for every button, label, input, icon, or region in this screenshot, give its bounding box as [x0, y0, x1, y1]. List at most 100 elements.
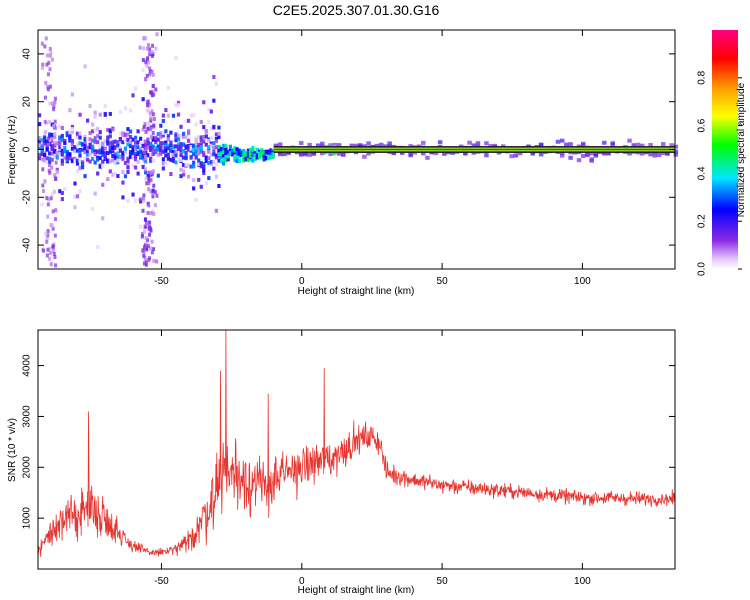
spectrogram-cell: [58, 189, 62, 194]
spectrogram-cell: [123, 161, 128, 166]
spectrogram-cell: [156, 173, 160, 178]
colorbar: 0.0 0.2 0.4 0.6 0.8 Normalized spectral ampl…: [697, 30, 747, 276]
spectrogram-cell: [209, 136, 213, 141]
spectrogram-cell: [593, 152, 599, 157]
spectrogram-cell: [202, 150, 206, 155]
spectrogram-cell: [83, 146, 87, 151]
spectrogram-cell: [121, 180, 125, 185]
spectrogram-cell: [146, 108, 150, 113]
spectrogram-cell: [332, 151, 336, 156]
spectrogram-cell: [133, 135, 138, 140]
spectrogram-cell: [189, 146, 193, 151]
spectrogram-cell: [152, 247, 156, 252]
spectrogram-cell: [143, 167, 147, 172]
colorbar-tick-label: 0.6: [697, 118, 708, 132]
spectrogram-cell: [194, 151, 198, 156]
spectrogram-cell: [408, 153, 413, 158]
spectrogram-cell: [151, 144, 155, 149]
spectrogram-band-layer: [273, 148, 675, 151]
spectrogram-cell: [181, 163, 186, 168]
spectrogram-cell: [45, 236, 49, 241]
spectrogram-cell: [106, 151, 110, 156]
spectrogram-cell: [179, 124, 183, 129]
spectrogram-cell: [149, 170, 153, 175]
spectrogram-cell: [151, 147, 155, 152]
spectrogram-cell: [217, 147, 221, 152]
spectrogram-cell: [116, 173, 120, 178]
spectrogram-cell: [118, 155, 123, 160]
spectrogram-cell: [179, 167, 183, 172]
spectrogram-cell: [88, 143, 92, 148]
spectrogram-cell: [197, 147, 201, 152]
spectrogram-cell: [217, 144, 221, 149]
spectrogram-cell: [96, 171, 100, 176]
spectrogram-cell: [116, 151, 120, 156]
spectrogram-cell: [142, 249, 146, 254]
spectrogram-cell: [149, 156, 153, 161]
spectrogram-cell: [209, 152, 213, 157]
spectrogram-cell: [70, 159, 75, 164]
spectrogram-cell: [93, 154, 97, 159]
spectrogram-cell: [126, 165, 130, 170]
spectrogram-cell: [118, 131, 123, 136]
spectrogram-cell: [78, 153, 82, 158]
spectrogram-cell: [48, 46, 52, 51]
spectrogram-cell: [38, 113, 42, 118]
spectrogram-cell: [148, 188, 152, 193]
spectrogram-cell: [55, 170, 59, 175]
spectrogram-cell: [128, 144, 133, 149]
spectrogram-cell: [144, 60, 148, 65]
spectrogram-cell: [48, 159, 52, 164]
spectrogram-cell: [184, 162, 188, 167]
spectrogram-cell: [222, 150, 226, 155]
spectrogram-cell: [242, 149, 246, 154]
spectrogram-cell: [142, 253, 146, 258]
spectrogram-cell: [161, 166, 165, 171]
spectrogram-cell: [151, 209, 155, 214]
spectrogram-cell: [98, 148, 102, 153]
spectrogram-cell: [179, 157, 183, 162]
spectrogram-cell: [212, 166, 216, 171]
spectrogram-cell: [93, 114, 97, 119]
spectrogram-cell: [214, 208, 218, 213]
spectrogram-cell: [146, 173, 150, 178]
spectrogram-cell: [46, 229, 50, 234]
spectrogram-cell: [161, 145, 165, 150]
spectrogram-cell: [199, 161, 203, 166]
spectrogram-cell: [217, 131, 221, 136]
x-tick-label: 100: [574, 276, 591, 287]
spectrogram-cell: [159, 131, 163, 136]
spectrogram-cell: [113, 171, 117, 176]
spectrogram-cell: [101, 216, 105, 221]
spectrogram-cell: [194, 155, 198, 160]
spectrogram-cell: [149, 153, 153, 158]
spectrogram-cell: [174, 144, 178, 149]
spectrogram-cell: [38, 143, 42, 148]
spectrogram-cell: [147, 187, 151, 192]
spectrogram-cell: [38, 122, 42, 127]
spectrogram-cell: [181, 131, 186, 136]
spectrogram-cell: [147, 60, 151, 65]
spectrogram-cell: [161, 157, 165, 162]
spectrogram-cell: [75, 161, 80, 166]
spectrogram-cell: [43, 179, 47, 184]
spectrogram-cell: [141, 68, 145, 73]
spectrogram-cell: [174, 149, 178, 154]
spectrogram-cell: [197, 151, 201, 156]
spectrogram-cell: [55, 167, 59, 172]
spectrogram-cell: [374, 143, 380, 148]
spectrogram-cell: [228, 150, 233, 155]
snr-x-label: Height of straight line (km): [298, 585, 415, 596]
spectrogram-cell: [54, 176, 58, 181]
spectrogram-cell: [151, 83, 155, 88]
spectrogram-cell: [83, 150, 87, 155]
spectrogram-cell: [38, 152, 42, 157]
spectrogram-cell: [204, 142, 208, 147]
spectrogram-cell: [155, 32, 159, 37]
spectrogram-cell: [627, 151, 632, 156]
spectrogram-cell: [60, 148, 64, 153]
spectrogram-cell: [128, 140, 133, 145]
spectrogram-cell: [136, 159, 140, 164]
y-tick-label: 20: [22, 96, 33, 108]
spectrogram-cell: [159, 123, 163, 128]
